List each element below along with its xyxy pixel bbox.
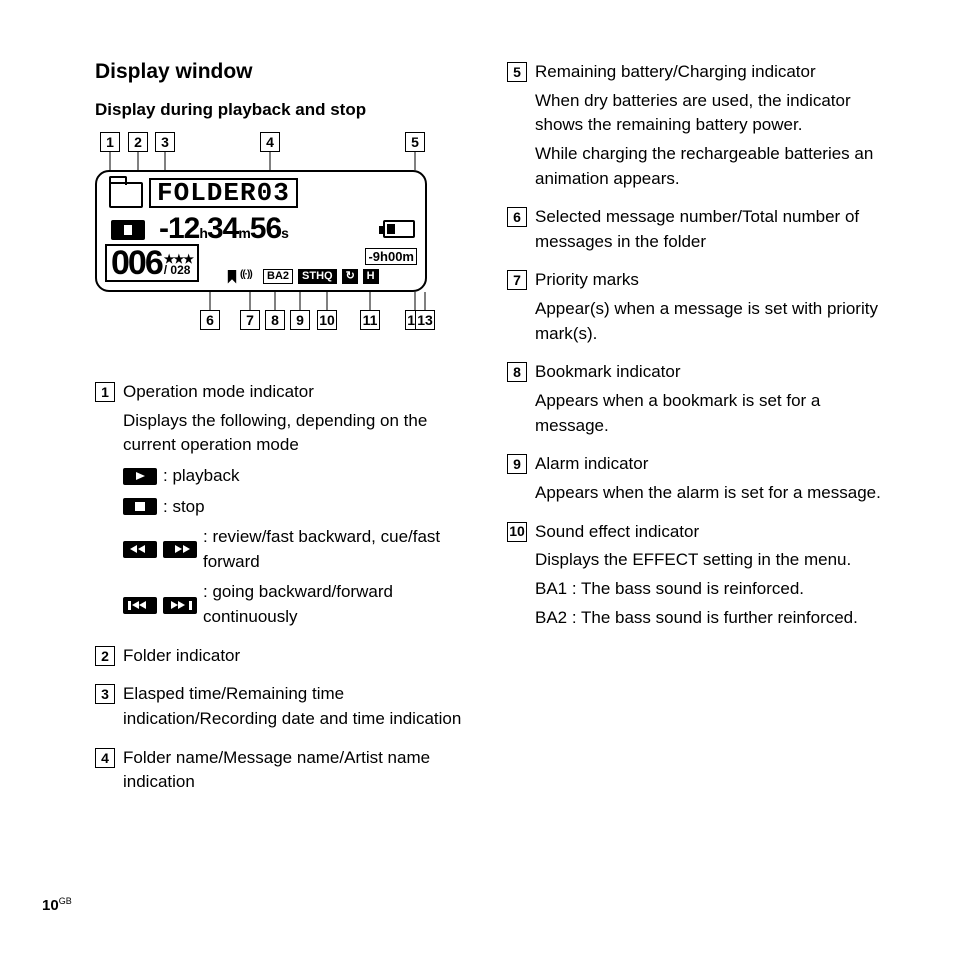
item-8: 8 Bookmark indicator Appears when a bookma… [507, 360, 884, 438]
repeat-icon [342, 269, 358, 284]
folder-name: FOLDER03 [149, 178, 298, 208]
mode-line: : playback [123, 464, 472, 489]
item-title: Folder name/Message name/Artist name ind… [123, 746, 472, 795]
callout-1: 1 [100, 132, 120, 152]
callout-6: 6 [200, 310, 220, 330]
item-number: 1 [95, 382, 115, 402]
item-desc: Displays the following, depending on the… [123, 409, 472, 458]
item-number: 9 [507, 454, 527, 474]
callout-10: 10 [317, 310, 337, 330]
item-4: 4 Folder name/Message name/Artist name in… [95, 746, 472, 795]
page-number: 10GB [42, 896, 72, 914]
item-desc: Displays the EFFECT setting in the menu. [535, 548, 884, 573]
item-number: 10 [507, 522, 527, 542]
message-number: 006 [111, 246, 162, 280]
callout-4: 4 [260, 132, 280, 152]
item-number: 6 [507, 207, 527, 227]
mode-line: : review/fast backward, cue/fast forward [123, 525, 472, 574]
mode-line: : going backward/forward continuously [123, 580, 472, 629]
elapsed-time: -12h34m56s [159, 212, 288, 246]
item-2: 2 Folder indicator [95, 644, 472, 669]
callout-3: 3 [155, 132, 175, 152]
item-6: 6 Selected message number/Total number of… [507, 205, 884, 254]
item-desc: While charging the rechargeable batterie… [535, 142, 884, 191]
bookmark-icon [225, 270, 239, 284]
item-number: 8 [507, 362, 527, 382]
folder-icon [109, 182, 143, 208]
item-title: Remaining battery/Charging indicator [535, 60, 884, 85]
item-desc: BA1 : The bass sound is reinforced. [535, 577, 884, 602]
callout-11: 11 [360, 310, 380, 330]
item-desc: Appear(s) when a message is set with pri… [535, 297, 884, 346]
item-title: Sound effect indicator [535, 520, 884, 545]
section-title: Display window [95, 60, 472, 84]
item-number: 5 [507, 62, 527, 82]
play-icon [123, 468, 157, 485]
callout-2: 2 [128, 132, 148, 152]
subsection-title: Display during playback and stop [95, 100, 472, 120]
hold-badge: H [363, 269, 379, 284]
item-5: 5 Remaining battery/Charging indicator Whe… [507, 60, 884, 191]
alarm-icon [244, 270, 258, 284]
mode-line: : stop [123, 495, 472, 520]
item-number: 4 [95, 748, 115, 768]
callout-13: 13 [415, 310, 435, 330]
item-title: Elasped time/Remaining time indication/R… [123, 682, 472, 731]
rew-icon [123, 541, 157, 558]
lcd-diagram: 123 4 5 FOLDER03 -12h34m56s 006 ★★★ / 028 [95, 132, 427, 330]
message-number-box: 006 ★★★ / 028 [105, 244, 199, 282]
item-desc: BA2 : The bass sound is further reinforc… [535, 606, 884, 631]
callout-8: 8 [265, 310, 285, 330]
item-9: 9 Alarm indicator Appears when the alarm i… [507, 452, 884, 505]
item-title: Selected message number/Total number of … [535, 205, 884, 254]
sound-effect-badge: BA2 [263, 269, 293, 284]
callout-9: 9 [290, 310, 310, 330]
callout-7: 7 [240, 310, 260, 330]
skipff-icon [163, 597, 197, 614]
callout-5: 5 [405, 132, 425, 152]
item-3: 3 Elasped time/Remaining time indication/… [95, 682, 472, 731]
item-title: Bookmark indicator [535, 360, 884, 385]
battery-icon [383, 220, 415, 238]
item-title: Operation mode indicator [123, 380, 472, 405]
item-desc: Appears when a bookmark is set for a mes… [535, 389, 884, 438]
lcd-screen: FOLDER03 -12h34m56s 006 ★★★ / 028 -9h00m [95, 170, 427, 292]
total-messages: / 028 [164, 265, 193, 276]
remaining-time: -9h00m [365, 248, 417, 265]
stop-icon [123, 498, 157, 515]
operation-mode-icon [111, 220, 145, 240]
rec-mode-badge: STHQ [298, 269, 337, 284]
item-10: 10 Sound effect indicator Displays the EFF… [507, 520, 884, 631]
item-number: 2 [95, 646, 115, 666]
item-title: Priority marks [535, 268, 884, 293]
item-1: 1 Operation mode indicator Displays the fo… [95, 380, 472, 630]
item-title: Folder indicator [123, 644, 472, 669]
item-number: 3 [95, 684, 115, 704]
item-desc: Appears when the alarm is set for a mess… [535, 481, 884, 506]
item-number: 7 [507, 270, 527, 290]
item-title: Alarm indicator [535, 452, 884, 477]
item-desc: When dry batteries are used, the indicat… [535, 89, 884, 138]
ff-icon [163, 541, 197, 558]
skiprew-icon [123, 597, 157, 614]
item-7: 7 Priority marks Appear(s) when a message … [507, 268, 884, 346]
